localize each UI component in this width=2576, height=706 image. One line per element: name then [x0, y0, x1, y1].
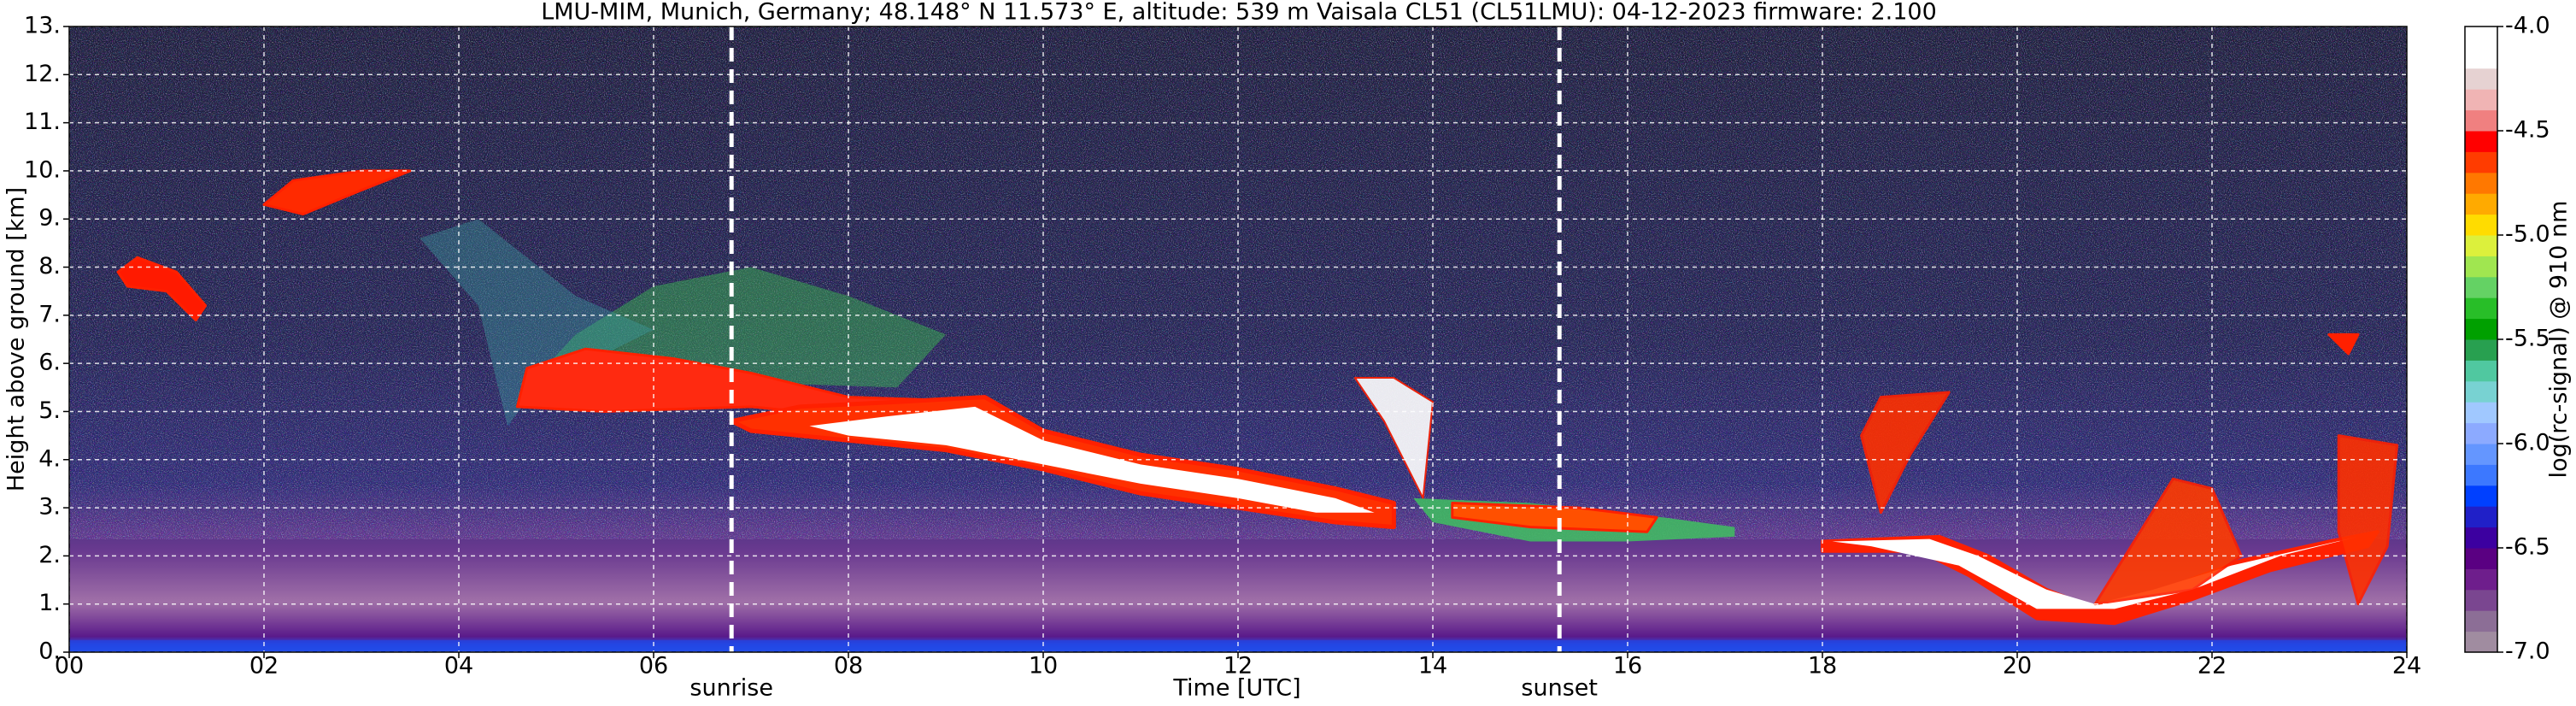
colorbar-swatch	[2465, 235, 2497, 256]
y-tick-label: 0.	[38, 638, 61, 665]
colorbar-swatch	[2465, 109, 2497, 132]
colorbar-tick-label: -4.0	[2505, 13, 2550, 39]
colorbar-swatch	[2465, 68, 2497, 90]
x-tick-label: 24	[2392, 653, 2421, 680]
chart-title: LMU-MIM, Munich, Germany; 48.148° N 11.5…	[541, 0, 1937, 26]
colorbar-swatch	[2465, 131, 2497, 152]
colorbar-swatch	[2465, 610, 2497, 632]
colorbar-swatch	[2465, 151, 2497, 174]
cloud-feature	[262, 169, 412, 216]
plot-frame	[68, 26, 2408, 653]
y-tick-label: 7.	[38, 301, 61, 327]
cloud-feature	[420, 219, 654, 427]
y-tick-label: 13.	[24, 13, 61, 39]
colorbar-swatch	[2465, 360, 2497, 382]
y-tick-label: 1.	[38, 590, 61, 616]
cloud-feature	[1860, 391, 1951, 515]
colorbar-tick-label: -4.5	[2505, 117, 2550, 144]
x-tick-label: 12	[1223, 653, 1253, 680]
colorbar-swatch	[2465, 193, 2497, 215]
colorbar-swatch	[2465, 402, 2497, 424]
cloud-feature	[809, 406, 1375, 513]
y-tick-label: 6.	[38, 350, 61, 376]
colorbar-swatch	[2465, 89, 2497, 111]
colorbar-swatch	[2465, 506, 2497, 528]
y-tick-label: 5.	[38, 397, 61, 424]
colorbar-tick-label: -7.0	[2505, 638, 2550, 665]
x-tick-label: 16	[1613, 653, 1642, 680]
y-tick-label: 11.	[24, 109, 61, 135]
x-tick-label: 06	[639, 653, 668, 680]
y-tick-label: 2.	[38, 542, 61, 568]
colorbar-swatch	[2465, 422, 2497, 444]
x-tick-label: 08	[834, 653, 863, 680]
y-axis-label: Height above ground [km]	[3, 187, 30, 491]
colorbar-swatch	[2465, 527, 2497, 549]
colorbar-swatch	[2465, 276, 2497, 298]
colorbar-swatch	[2465, 318, 2497, 340]
colorbar-tick-label: -5.0	[2505, 221, 2550, 248]
colorbar-swatch	[2465, 444, 2497, 465]
y-tick-label: 10.	[24, 156, 61, 183]
annotation-label: sunset	[1521, 675, 1598, 702]
cloud-feature	[1451, 501, 1658, 533]
cloud-feature	[1832, 536, 2358, 609]
colorbar-tick-label: -5.5	[2505, 326, 2550, 352]
y-tick-label: 4.	[38, 445, 61, 472]
colorbar-swatch	[2465, 256, 2497, 278]
colorbar-swatch	[2465, 297, 2497, 320]
x-tick-label: 02	[249, 653, 279, 680]
colorbar-swatch	[2465, 548, 2497, 569]
colorbar-tick-label: -6.0	[2505, 430, 2550, 456]
plot-area	[69, 26, 2407, 652]
x-tick-label: 14	[1418, 653, 1447, 680]
colorbar-swatch	[2465, 214, 2497, 236]
cloud-feature	[116, 256, 208, 321]
x-tick-label: 18	[1808, 653, 1837, 680]
y-tick-label: 12.	[24, 61, 61, 87]
cloud-feature	[2327, 332, 2360, 356]
colorbar-swatch	[2465, 47, 2497, 69]
colorbar-swatch	[2465, 485, 2497, 507]
y-tick-label: 9.	[38, 205, 61, 232]
x-axis-label: Time [UTC]	[1172, 675, 1300, 702]
colorbar-swatch	[2465, 26, 2497, 48]
y-tick-label: 3.	[38, 494, 61, 521]
colorbar-swatch	[2465, 339, 2497, 361]
cloud-feature	[1353, 377, 1434, 499]
annotation-label: sunrise	[689, 675, 773, 702]
colorbar-swatch	[2465, 172, 2497, 194]
colorbar-swatch	[2465, 589, 2497, 611]
colorbar-label: log(rc-signal) @ 910 nm	[2546, 201, 2573, 479]
colorbar-swatch	[2465, 464, 2497, 486]
x-tick-label: 22	[2198, 653, 2227, 680]
cloud-feature	[2337, 434, 2399, 606]
colorbar-tick-label: -6.5	[2505, 534, 2550, 561]
y-tick-label: 8.	[38, 253, 61, 279]
x-tick-label: 00	[55, 653, 84, 680]
x-tick-label: 20	[2003, 653, 2032, 680]
colorbar-swatch	[2465, 631, 2497, 653]
colorbar-swatch	[2465, 380, 2497, 403]
x-tick-label: 10	[1029, 653, 1058, 680]
colorbar-swatch	[2465, 568, 2497, 591]
x-tick-label: 04	[444, 653, 473, 680]
